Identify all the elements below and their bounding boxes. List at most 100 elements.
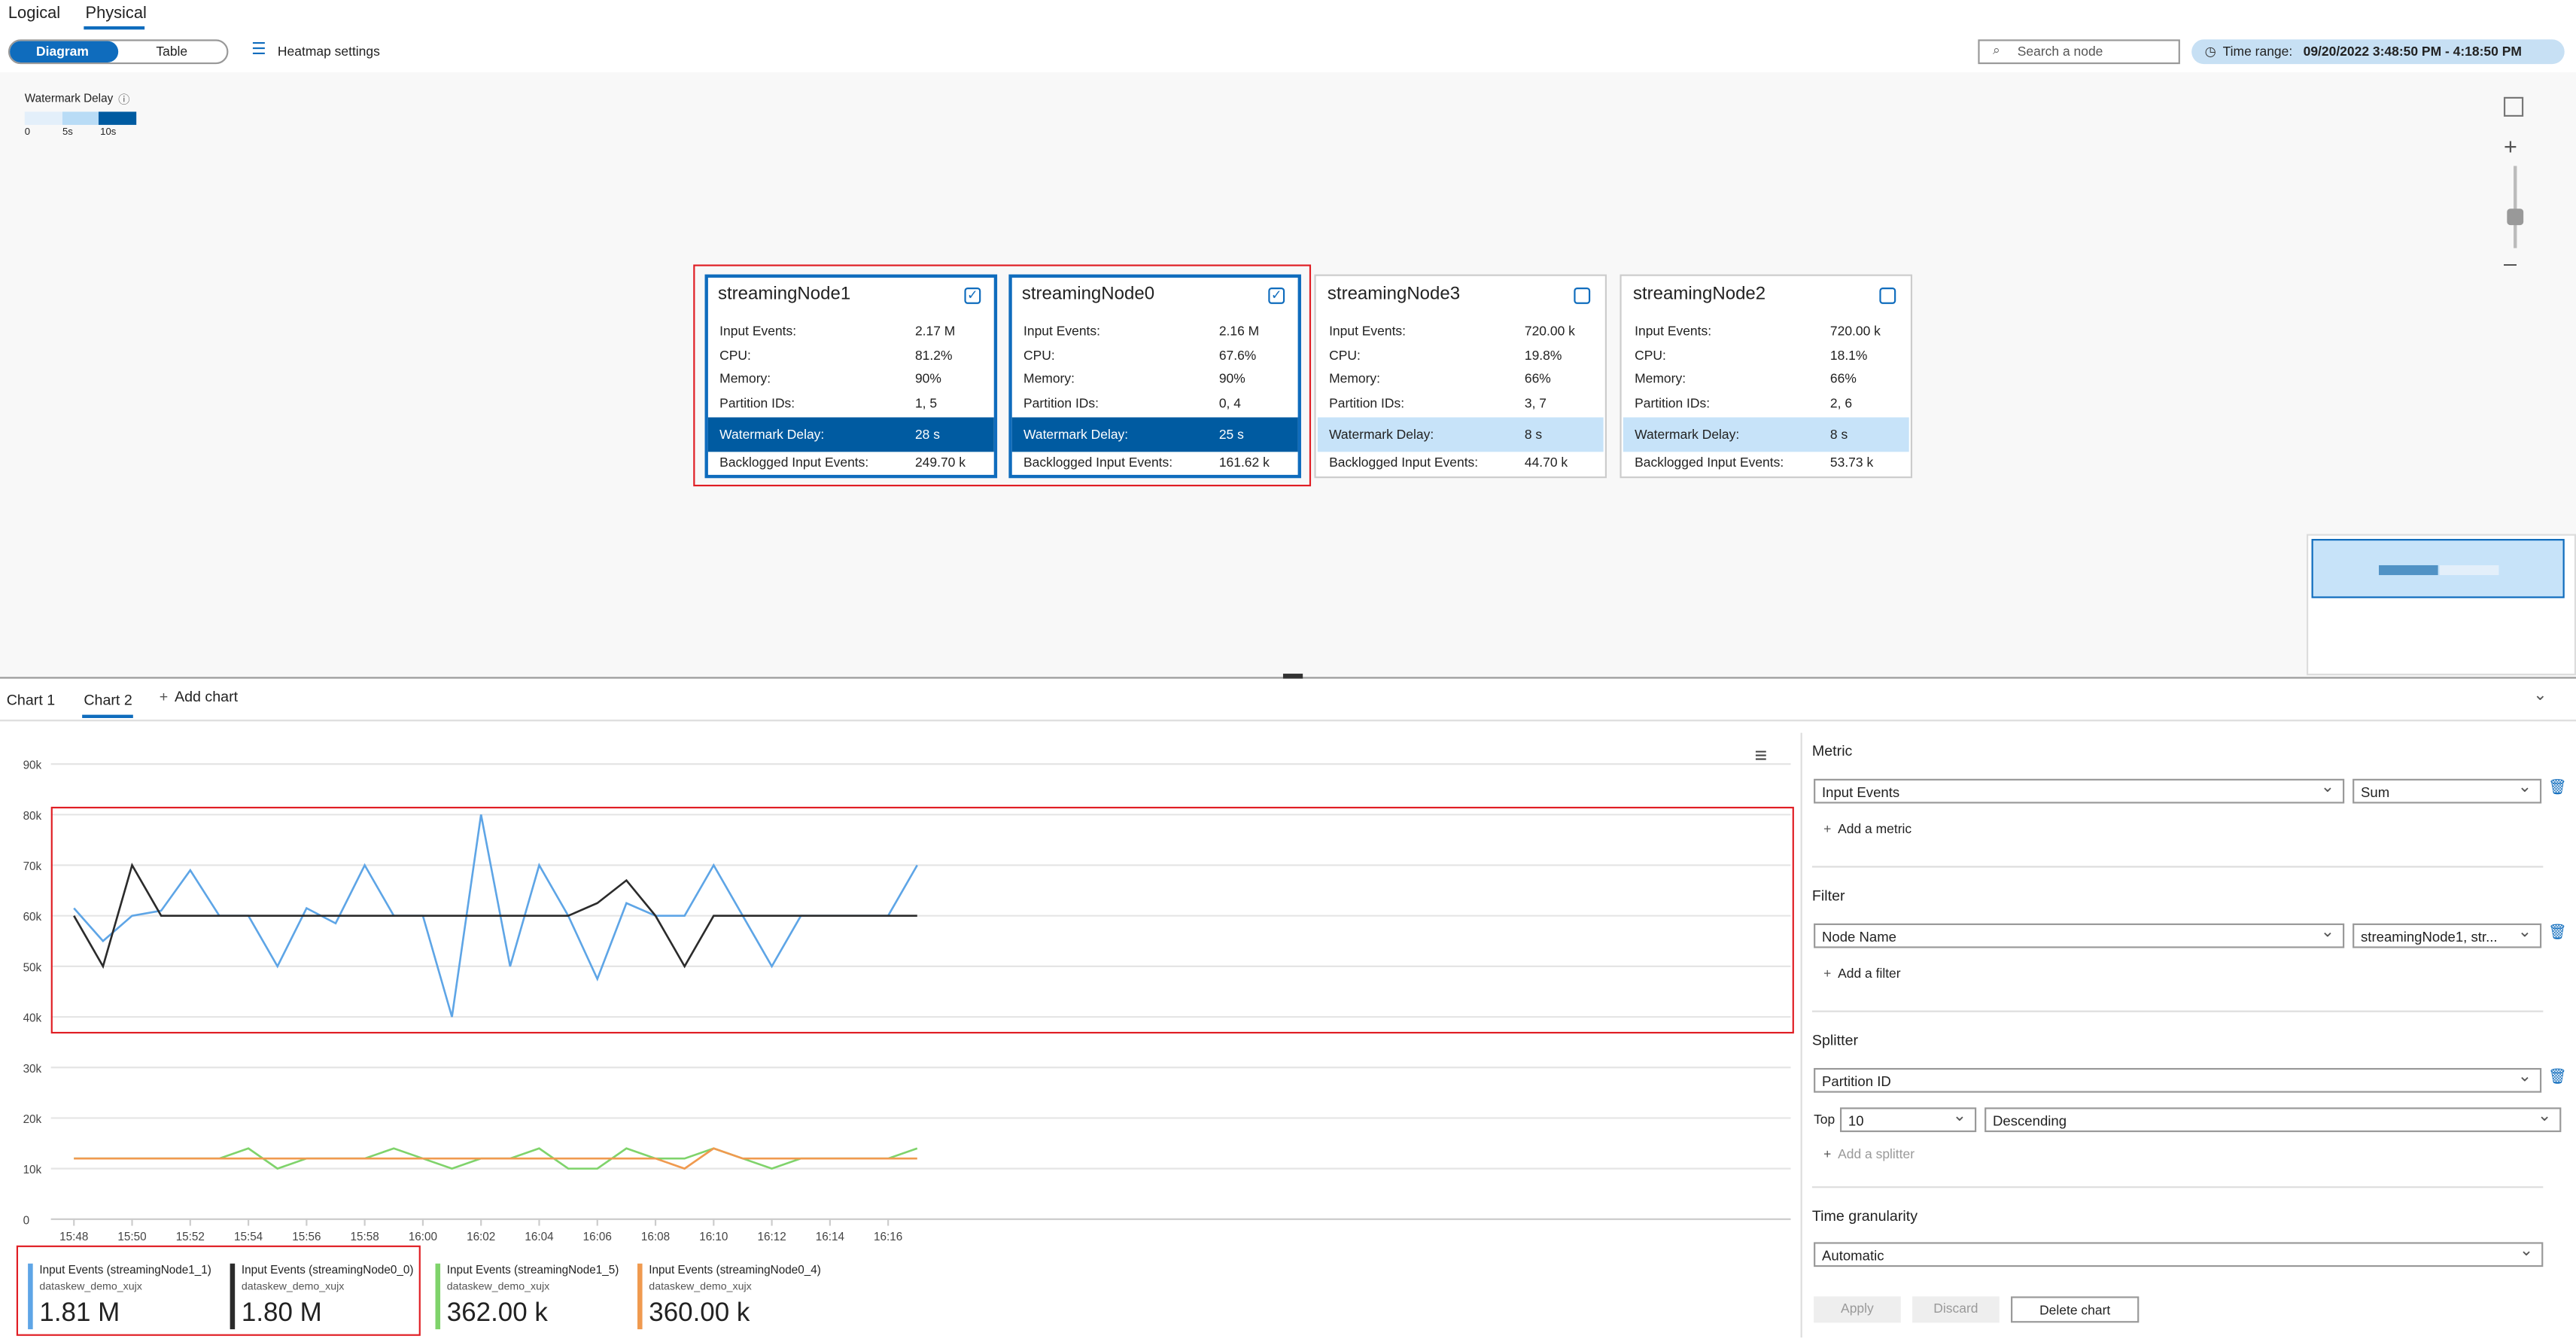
section-title: Filter	[1811, 887, 1845, 904]
add-label: Add a filter	[1838, 966, 1901, 981]
number-input[interactable]: 10	[1840, 1104, 1977, 1133]
minimap-node	[2379, 565, 2438, 576]
legend-label: 5s	[62, 128, 73, 138]
add-metric[interactable]: + Add a metric	[1823, 821, 1912, 837]
info-icon: ⓘ	[118, 95, 130, 107]
toolbar	[0, 0, 2576, 73]
zoom-track	[2514, 166, 2517, 248]
y-tick-label: 30k	[23, 1063, 42, 1076]
metric-value: 44.70 k	[1524, 455, 1568, 470]
add-chart[interactable]: + Add chart	[159, 688, 239, 705]
legend-color	[28, 1263, 33, 1330]
metric-value: 0, 4	[1218, 396, 1241, 411]
y-tick-label: 40k	[23, 1012, 42, 1025]
chart-tab[interactable]: Chart 2	[84, 692, 132, 708]
checkbox[interactable]	[1879, 288, 1896, 304]
minimap-viewport[interactable]	[2311, 539, 2565, 598]
dropdown[interactable]: Input Events	[1814, 775, 2345, 804]
dropdown[interactable]: Automatic	[1814, 1239, 2544, 1267]
metric-value: 720.00 k	[1829, 324, 1881, 339]
metric-label: Partition IDs:	[1329, 396, 1405, 411]
metric-label: Memory:	[719, 372, 771, 387]
dropdown[interactable]: Node Name	[1814, 921, 2345, 948]
metric-label: Backlogged Input Events:	[719, 455, 869, 470]
series-line	[74, 1147, 917, 1170]
highlight-box	[50, 806, 1794, 1034]
splitter-handle[interactable]	[1282, 674, 1303, 679]
metric-label: Partition IDs:	[719, 396, 795, 411]
y-tick-label: 10k	[23, 1164, 42, 1176]
metric-value: 28 s	[914, 427, 940, 443]
watermark-row	[707, 417, 994, 452]
metric-label: Backlogged Input Events:	[1329, 455, 1479, 470]
checkbox[interactable]: ✓	[1268, 288, 1285, 304]
metric-label: Watermark Delay:	[1329, 427, 1434, 443]
metric-value: 249.70 k	[914, 455, 966, 470]
search-box[interactable]	[1978, 39, 2180, 65]
divider	[1811, 1010, 2544, 1012]
legend-total: 1.80 M	[241, 1299, 322, 1328]
button[interactable]: Discard	[1912, 1296, 2000, 1323]
x-tick-label: 16:00	[409, 1231, 437, 1243]
tab[interactable]: Physical	[85, 5, 147, 23]
metric-label: CPU:	[1023, 348, 1055, 363]
checkbox[interactable]	[1574, 288, 1591, 304]
add-splitter[interactable]: + Add a splitter	[1823, 1146, 1915, 1162]
legend-label: 0	[24, 128, 31, 138]
metric-label: Backlogged Input Events:	[1023, 455, 1173, 470]
metric-value: 66%	[1829, 372, 1857, 387]
add-label: Add a splitter	[1838, 1146, 1915, 1162]
metric-label: Watermark Delay:	[1635, 427, 1740, 443]
zoom-thumb[interactable]	[2507, 208, 2524, 226]
metric-label: CPU:	[1635, 348, 1666, 363]
delete-icon[interactable]: 🗑	[2547, 778, 2567, 796]
dropdown[interactable]: Descending	[1984, 1104, 2562, 1133]
y-tick-label: 50k	[23, 961, 42, 974]
delete-icon[interactable]: 🗑	[2547, 923, 2567, 940]
dropdown[interactable]: streamingNode1, str...	[2352, 921, 2542, 948]
metric-value: 67.6%	[1218, 348, 1257, 363]
metric-label: Watermark Delay:	[719, 427, 825, 443]
metric-value: 2, 6	[1829, 396, 1853, 411]
section-title: Metric	[1811, 742, 1853, 759]
metric-value: 720.00 k	[1524, 324, 1575, 339]
search-icon: ⌕	[1993, 42, 2000, 58]
legend-name: Input Events (streamingNode0_4)	[649, 1264, 821, 1277]
legend-total: 360.00 k	[649, 1299, 750, 1328]
tab[interactable]: Logical	[8, 5, 61, 23]
collapse[interactable]: ⌄	[2533, 686, 2547, 705]
chart: 0 10k 20k 30k 40k 50k 60k 70k 80k 90k 15:48 15:50 15…	[23, 759, 1791, 1243]
legend-source: dataskew_demo_xujx	[446, 1281, 550, 1294]
zoom-out[interactable]: –	[2503, 249, 2517, 276]
chart-tab[interactable]: Chart 1	[6, 692, 56, 708]
heatmap-settings[interactable]: Heatmap settings	[277, 44, 380, 59]
x-tick-label: 15:58	[351, 1231, 379, 1243]
y-tick-label: 80k	[23, 810, 42, 823]
dropdown[interactable]: Sum	[2352, 775, 2542, 804]
button[interactable]: Apply	[1814, 1296, 1901, 1323]
button[interactable]: Delete chart	[2011, 1296, 2140, 1323]
zoom-in[interactable]: +	[2503, 132, 2517, 160]
x-tick-label: 15:56	[292, 1231, 321, 1243]
add-filter[interactable]: + Add a filter	[1823, 966, 1901, 981]
view-toggle	[8, 39, 229, 65]
metric-value: 90%	[1218, 372, 1245, 387]
checkbox[interactable]: ✓	[964, 288, 981, 304]
time-range-pill[interactable]	[2191, 39, 2565, 65]
chart-menu[interactable]: ≡	[1754, 742, 1768, 768]
dropdown[interactable]: Partition ID	[1814, 1065, 2542, 1093]
metric-label: Input Events:	[1023, 324, 1100, 339]
metric-value: 25 s	[1218, 427, 1244, 443]
fit-button[interactable]	[2503, 96, 2524, 117]
legend-color	[435, 1263, 441, 1330]
toggle-option[interactable]: Diagram	[36, 44, 89, 59]
legend-color	[230, 1263, 236, 1330]
x-tick-label: 16:06	[583, 1231, 612, 1243]
toggle-option[interactable]: Table	[156, 44, 188, 59]
metric-label: CPU:	[719, 348, 751, 363]
add-chart-label: Add chart	[174, 688, 239, 705]
metric-value: 2.16 M	[1218, 324, 1260, 339]
legend-total: 362.00 k	[446, 1299, 548, 1328]
delete-icon[interactable]: 🗑	[2547, 1067, 2567, 1085]
